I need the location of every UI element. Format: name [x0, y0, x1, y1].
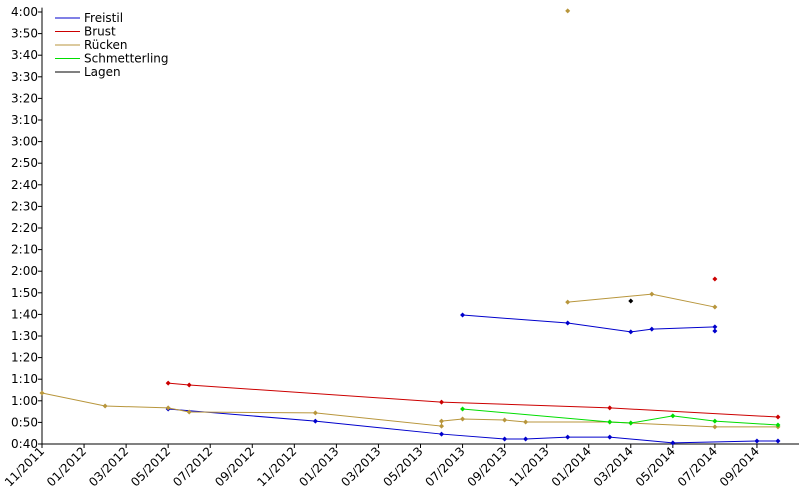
- data-point: [628, 420, 634, 426]
- data-point: [775, 414, 781, 420]
- data-point: [649, 291, 655, 297]
- x-tick-label: 09/2012: [212, 444, 257, 489]
- x-tick-label: 05/2013: [380, 444, 425, 489]
- y-tick-label: 0:40: [11, 437, 38, 451]
- x-tick-label: 01/2014: [549, 444, 594, 489]
- x-tick-label: 07/2014: [675, 444, 720, 489]
- y-tick-label: 3:20: [11, 91, 38, 105]
- series-line: [462, 408, 779, 426]
- legend-label: Lagen: [84, 65, 121, 79]
- x-tick-label: 01/2013: [296, 444, 341, 489]
- data-point: [39, 390, 45, 396]
- data-point: [439, 423, 445, 429]
- x-tick-label: 09/2014: [717, 444, 762, 489]
- data-point: [439, 399, 445, 405]
- legend-label: Freistil: [84, 11, 123, 25]
- data-point: [670, 413, 676, 419]
- x-tick-label: 07/2013: [423, 444, 468, 489]
- y-tick-label: 2:30: [11, 199, 38, 213]
- y-tick-label: 1:30: [11, 329, 38, 343]
- data-point: [460, 312, 466, 318]
- data-point: [165, 380, 171, 386]
- x-tick-label: 05/2012: [128, 444, 173, 489]
- data-point: [439, 418, 445, 424]
- legend-label: Rücken: [84, 38, 128, 52]
- data-point: [628, 329, 634, 335]
- y-tick-label: 3:10: [11, 113, 38, 127]
- data-point: [460, 416, 466, 422]
- legend-label: Brust: [84, 25, 116, 39]
- data-point: [712, 418, 718, 424]
- data-point: [565, 8, 571, 14]
- data-point: [649, 326, 655, 332]
- data-point: [712, 328, 718, 334]
- y-tick-label: 3:30: [11, 70, 38, 84]
- data-point: [754, 438, 760, 444]
- data-point: [775, 422, 781, 428]
- x-tick-label: 09/2013: [465, 444, 510, 489]
- data-point: [523, 419, 529, 425]
- data-point: [523, 436, 529, 442]
- data-point: [102, 403, 108, 409]
- y-tick-label: 3:00: [11, 135, 38, 149]
- data-point: [165, 405, 171, 411]
- data-point: [607, 405, 613, 411]
- data-point: [670, 440, 676, 446]
- x-tick-label: 05/2014: [633, 444, 678, 489]
- data-point: [775, 438, 781, 444]
- series-line: [567, 293, 715, 308]
- y-tick-label: 0:50: [11, 415, 38, 429]
- data-point: [439, 431, 445, 437]
- data-point: [712, 424, 718, 430]
- x-tick-label: 03/2013: [338, 444, 383, 489]
- x-tick-label: 07/2012: [170, 444, 215, 489]
- x-tick-label: 01/2012: [44, 444, 89, 489]
- x-tick-label: 11/2012: [254, 444, 299, 489]
- data-point: [712, 304, 718, 310]
- y-tick-label: 1:10: [11, 372, 38, 386]
- data-point: [186, 409, 192, 415]
- y-tick-label: 1:00: [11, 394, 38, 408]
- data-point: [628, 298, 634, 304]
- data-point: [565, 299, 571, 305]
- data-point: [607, 419, 613, 425]
- data-point: [186, 382, 192, 388]
- data-point: [565, 320, 571, 326]
- y-tick-label: 2:00: [11, 264, 38, 278]
- y-tick-label: 1:40: [11, 307, 38, 321]
- y-tick-label: 2:50: [11, 156, 38, 170]
- data-point: [712, 324, 718, 330]
- x-tick-label: 11/2013: [507, 444, 552, 489]
- y-tick-label: 3:50: [11, 27, 38, 41]
- data-point: [312, 410, 318, 416]
- y-tick-label: 4:00: [11, 5, 38, 19]
- y-tick-label: 1:20: [11, 351, 38, 365]
- data-point: [712, 276, 718, 282]
- y-tick-label: 2:40: [11, 178, 38, 192]
- legend-label: Schmetterling: [84, 52, 169, 66]
- y-tick-label: 1:50: [11, 286, 38, 300]
- series-line: [41, 392, 778, 428]
- data-point: [502, 417, 508, 423]
- x-tick-label: 03/2012: [86, 444, 131, 489]
- y-tick-label: 2:10: [11, 243, 38, 257]
- series-line: [168, 382, 778, 418]
- y-tick-label: 3:40: [11, 48, 38, 62]
- x-tick-label: 03/2014: [591, 444, 636, 489]
- series-line: [168, 408, 778, 444]
- y-tick-label: 2:20: [11, 221, 38, 235]
- data-point: [607, 434, 613, 440]
- series-line: [462, 314, 716, 333]
- data-point: [565, 434, 571, 440]
- data-point: [502, 436, 508, 442]
- data-point: [312, 418, 318, 424]
- data-point: [460, 406, 466, 412]
